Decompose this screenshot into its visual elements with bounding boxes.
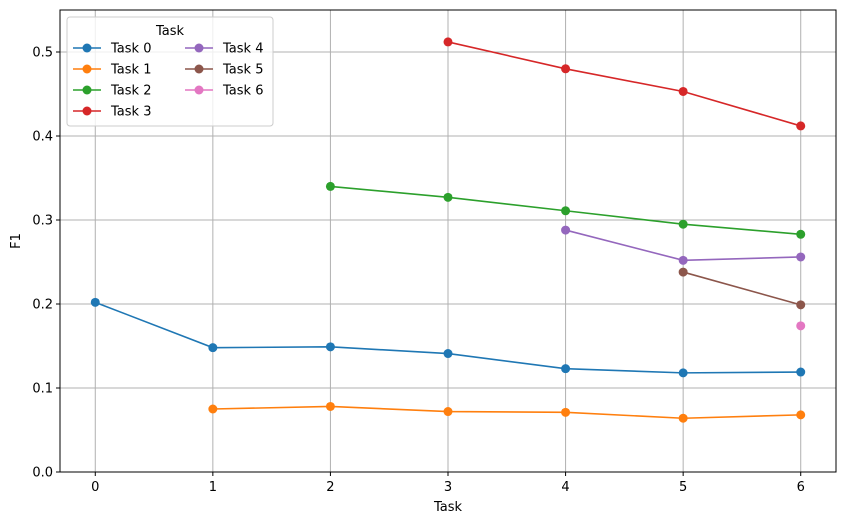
tick-layer: 0 1 2 3 4 5 6 0.0 0.1 0.2 0.3 0.4 0.5 bbox=[32, 46, 805, 496]
x-tick-label: 4 bbox=[561, 480, 569, 495]
data-point bbox=[678, 413, 688, 423]
x-tick-label: 6 bbox=[797, 480, 805, 495]
data-point bbox=[561, 64, 571, 74]
data-point bbox=[678, 86, 688, 96]
legend-entry: Task 4 bbox=[185, 42, 263, 57]
legend-marker bbox=[194, 85, 204, 95]
legend-marker bbox=[82, 106, 92, 116]
x-tick-label: 0 bbox=[91, 480, 99, 495]
data-point bbox=[443, 349, 453, 359]
data-point bbox=[90, 297, 100, 307]
data-point bbox=[561, 364, 571, 374]
series-line bbox=[212, 405, 801, 420]
legend-entry: Task 0 bbox=[73, 42, 151, 57]
series-task-4 bbox=[561, 225, 806, 265]
series-line bbox=[447, 41, 801, 127]
x-tick-label: 3 bbox=[444, 480, 452, 495]
legend-marker bbox=[82, 64, 92, 74]
legend-entry: Task 3 bbox=[73, 105, 151, 120]
legend-marker bbox=[82, 43, 92, 53]
data-point bbox=[678, 368, 688, 378]
data-point bbox=[325, 181, 335, 191]
legend-entries: Task 0 Task 1 Task 2 Task 3 Task 4 Task 5 Task… bbox=[73, 42, 263, 120]
data-point bbox=[678, 255, 688, 265]
legend-label: Task 0 bbox=[110, 42, 151, 57]
data-point bbox=[678, 267, 688, 277]
legend-entry: Task 1 bbox=[73, 63, 151, 78]
data-point bbox=[796, 367, 806, 377]
y-tick-label: 0.0 bbox=[32, 466, 53, 481]
series-task-0 bbox=[90, 297, 806, 378]
data-point bbox=[796, 300, 806, 310]
series-line bbox=[682, 271, 801, 306]
data-point bbox=[796, 321, 806, 331]
data-point bbox=[561, 206, 571, 216]
legend-marker bbox=[82, 85, 92, 95]
legend-entry: Task 2 bbox=[73, 84, 151, 99]
data-point bbox=[443, 192, 453, 202]
legend-label: Task 1 bbox=[110, 63, 151, 78]
data-point bbox=[796, 410, 806, 420]
data-point bbox=[443, 37, 453, 47]
series-layer bbox=[90, 37, 806, 423]
series-task-6 bbox=[796, 321, 806, 331]
y-tick-label: 0.2 bbox=[32, 298, 53, 313]
legend-label: Task 3 bbox=[110, 105, 151, 120]
legend-box bbox=[66, 16, 274, 127]
legend-entry: Task 6 bbox=[185, 84, 263, 99]
data-point bbox=[208, 343, 218, 353]
y-axis-label: F1 bbox=[9, 233, 24, 249]
x-tick-label: 5 bbox=[679, 480, 687, 495]
data-point bbox=[796, 229, 806, 239]
data-point bbox=[796, 252, 806, 262]
data-point bbox=[443, 407, 453, 417]
x-axis-label: Task bbox=[433, 500, 463, 515]
series-task-2 bbox=[325, 181, 806, 239]
data-point bbox=[325, 342, 335, 352]
data-point bbox=[208, 404, 218, 414]
legend-marker bbox=[194, 43, 204, 53]
legend-label: Task 5 bbox=[222, 63, 263, 78]
y-tick-label: 0.4 bbox=[32, 130, 53, 145]
legend-entry: Task 5 bbox=[185, 63, 263, 78]
y-tick-label: 0.1 bbox=[32, 382, 53, 397]
data-point bbox=[678, 219, 688, 229]
legend-marker bbox=[194, 64, 204, 74]
legend-label: Task 2 bbox=[110, 84, 151, 99]
series-task-5 bbox=[678, 267, 806, 310]
legend-title: Task bbox=[155, 24, 185, 39]
x-tick-label: 1 bbox=[209, 480, 217, 495]
data-point bbox=[325, 401, 335, 411]
series-task-1 bbox=[208, 401, 806, 423]
x-tick-label: 2 bbox=[326, 480, 334, 495]
y-tick-label: 0.3 bbox=[32, 214, 53, 229]
data-point bbox=[561, 407, 571, 417]
data-point bbox=[561, 225, 571, 235]
legend-label: Task 6 bbox=[222, 84, 263, 99]
legend-label: Task 4 bbox=[222, 42, 263, 57]
y-tick-label: 0.5 bbox=[32, 46, 53, 61]
series-task-3 bbox=[443, 37, 806, 131]
data-point bbox=[796, 121, 806, 131]
